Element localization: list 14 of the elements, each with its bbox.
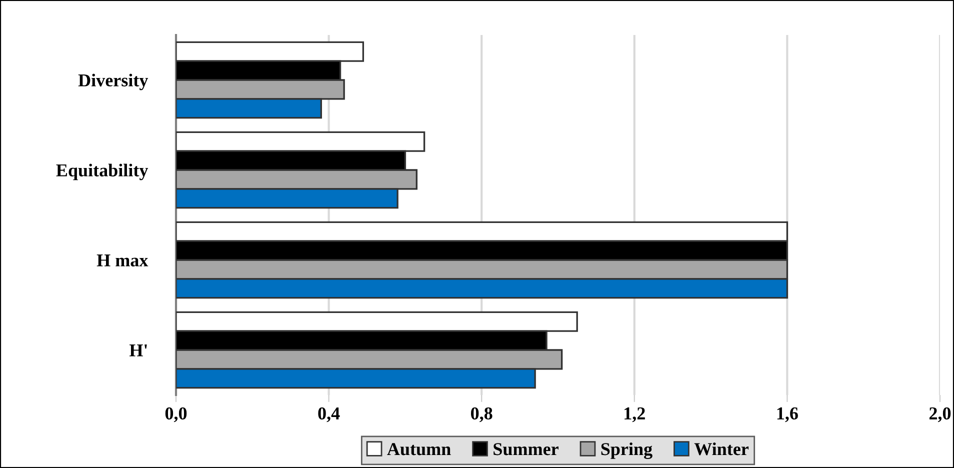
x-tick-label: 1,6	[777, 407, 798, 422]
y-tick-label: H'	[129, 344, 147, 356]
legend-label: Spring	[601, 442, 652, 460]
x-tick-label: 2,0	[929, 407, 951, 422]
y-tick-label: H max	[96, 254, 148, 266]
legend-label: Summer	[494, 443, 558, 456]
x-tick-label: 0,4	[318, 407, 340, 422]
x-tick-label: 0,8	[471, 407, 492, 422]
legend-label: Autumn	[387, 443, 451, 456]
y-tick-label: Diversity	[78, 74, 148, 90]
y-tick-label: Equitability	[56, 164, 148, 180]
x-tick-label: 1,2	[624, 407, 645, 422]
legend-label: Winter	[694, 442, 749, 456]
x-tick-label: 0,0	[165, 407, 187, 422]
